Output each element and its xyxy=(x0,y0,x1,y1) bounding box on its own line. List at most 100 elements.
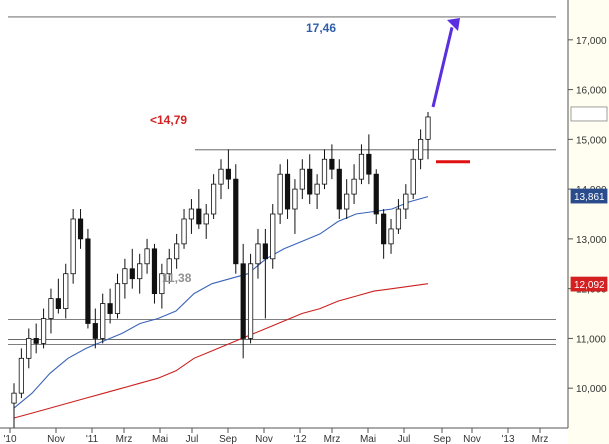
candle-body xyxy=(381,213,387,245)
candle-body xyxy=(129,268,135,280)
candle-body xyxy=(284,173,291,210)
candle-body xyxy=(203,213,209,225)
candle-body xyxy=(137,263,143,280)
candle-body xyxy=(77,218,84,240)
candle-body xyxy=(388,228,394,245)
time-tick-label: Nov xyxy=(47,434,65,444)
candle-body xyxy=(255,243,261,265)
price-tag-label: 15,510 xyxy=(574,110,605,121)
time-tick-label: Jul xyxy=(398,434,411,444)
candle-body xyxy=(181,218,187,245)
time-tick-label: Sep xyxy=(219,434,237,444)
candle-body xyxy=(240,263,246,339)
annotation-label: 17,46 xyxy=(306,21,336,35)
candle-body xyxy=(55,298,61,309)
candle-body xyxy=(373,173,379,215)
price-tag-box xyxy=(570,276,608,292)
candle-body xyxy=(11,392,17,404)
candlesticks xyxy=(11,111,431,428)
time-axis-ticks: '10 Nov '11 Mrz Mai Jul Sep Nov '12 Mrz Mai Jul Sep N… xyxy=(3,428,548,444)
price-tick-label: 10,000 xyxy=(576,384,607,395)
candle-body xyxy=(233,178,239,265)
target-arrow-shaft xyxy=(431,27,454,108)
candle-body xyxy=(48,298,54,319)
candle-body xyxy=(151,248,158,295)
candle-body xyxy=(225,168,231,180)
candle-body xyxy=(262,243,268,260)
price-tags: 15,510 13,861 12,092 xyxy=(570,106,608,292)
price-tick-label: 15,000 xyxy=(576,135,607,146)
time-tick-label: '12 xyxy=(293,434,306,444)
candle-body xyxy=(114,283,121,314)
candle-body xyxy=(425,116,431,140)
annotation-label: <14,79 xyxy=(150,113,187,127)
candle-body xyxy=(18,357,24,394)
candle-body xyxy=(144,248,150,265)
candle-body xyxy=(33,338,39,344)
price-tick-label: 17,000 xyxy=(576,36,607,47)
price-axis-background xyxy=(568,0,609,444)
price-tag-box xyxy=(570,106,608,122)
time-tick-label: Mrz xyxy=(324,434,341,444)
candle-body xyxy=(307,168,313,195)
candle-body xyxy=(366,153,372,175)
candle-body xyxy=(351,178,357,195)
price-tick-label: 11,000 xyxy=(576,334,606,345)
candle-body xyxy=(174,243,180,260)
moving-average-line xyxy=(13,196,429,409)
price-tick-label: 13,000 xyxy=(576,235,607,246)
candle-body xyxy=(196,208,202,225)
target-arrow-head xyxy=(447,18,460,31)
time-tick-label: Mai xyxy=(152,434,168,444)
candle-body xyxy=(85,238,91,324)
candle-body xyxy=(40,318,47,344)
marker-lines xyxy=(431,18,470,164)
candle-body xyxy=(418,138,424,160)
time-tick-label: Nov xyxy=(255,434,273,444)
candle-body xyxy=(299,168,305,190)
candle-body xyxy=(26,338,32,359)
moving-averages xyxy=(13,196,429,419)
time-tick-label: Jul xyxy=(186,434,199,444)
price-tick-label: 16,000 xyxy=(576,86,607,97)
horizontal-lines xyxy=(8,16,556,345)
price-tag-label: 12,092 xyxy=(574,280,605,291)
candle-body xyxy=(247,263,254,339)
time-tick-label: '11 xyxy=(86,434,99,444)
candle-body xyxy=(107,303,113,314)
annotation-label: 11,38 xyxy=(162,271,192,285)
time-tick-label: Sep xyxy=(433,434,451,444)
candle-body xyxy=(159,273,165,295)
candle-body xyxy=(188,208,195,220)
candle-body xyxy=(92,323,98,339)
candle-body xyxy=(63,273,69,309)
candle-body xyxy=(122,268,128,285)
candle-body xyxy=(329,158,335,170)
candle-body xyxy=(211,183,217,215)
candle-body xyxy=(218,168,224,185)
time-tick-label: '13 xyxy=(501,434,514,444)
candle-body xyxy=(321,158,328,185)
moving-average-line xyxy=(13,283,429,419)
candle-body xyxy=(410,158,416,195)
candle-body xyxy=(166,258,172,275)
candle-body xyxy=(100,303,106,339)
candle-body xyxy=(344,193,350,210)
time-tick-label: Mai xyxy=(360,434,376,444)
candle-body xyxy=(292,188,298,210)
annotations: 17,46 <14,79 11,38 xyxy=(150,21,336,285)
candle-body xyxy=(277,173,283,215)
candle-body xyxy=(270,213,276,260)
candle-body xyxy=(314,183,320,195)
candle-body xyxy=(358,153,365,180)
time-tick-label: Nov xyxy=(463,434,481,444)
candle-body xyxy=(70,218,76,275)
time-tick-label: Mrz xyxy=(116,434,133,444)
candle-body xyxy=(403,193,409,210)
price-tag-label: 13,861 xyxy=(574,192,605,203)
price-tag-box xyxy=(570,188,608,204)
candle-body xyxy=(395,208,402,230)
time-tick-label: Mrz xyxy=(532,434,549,444)
